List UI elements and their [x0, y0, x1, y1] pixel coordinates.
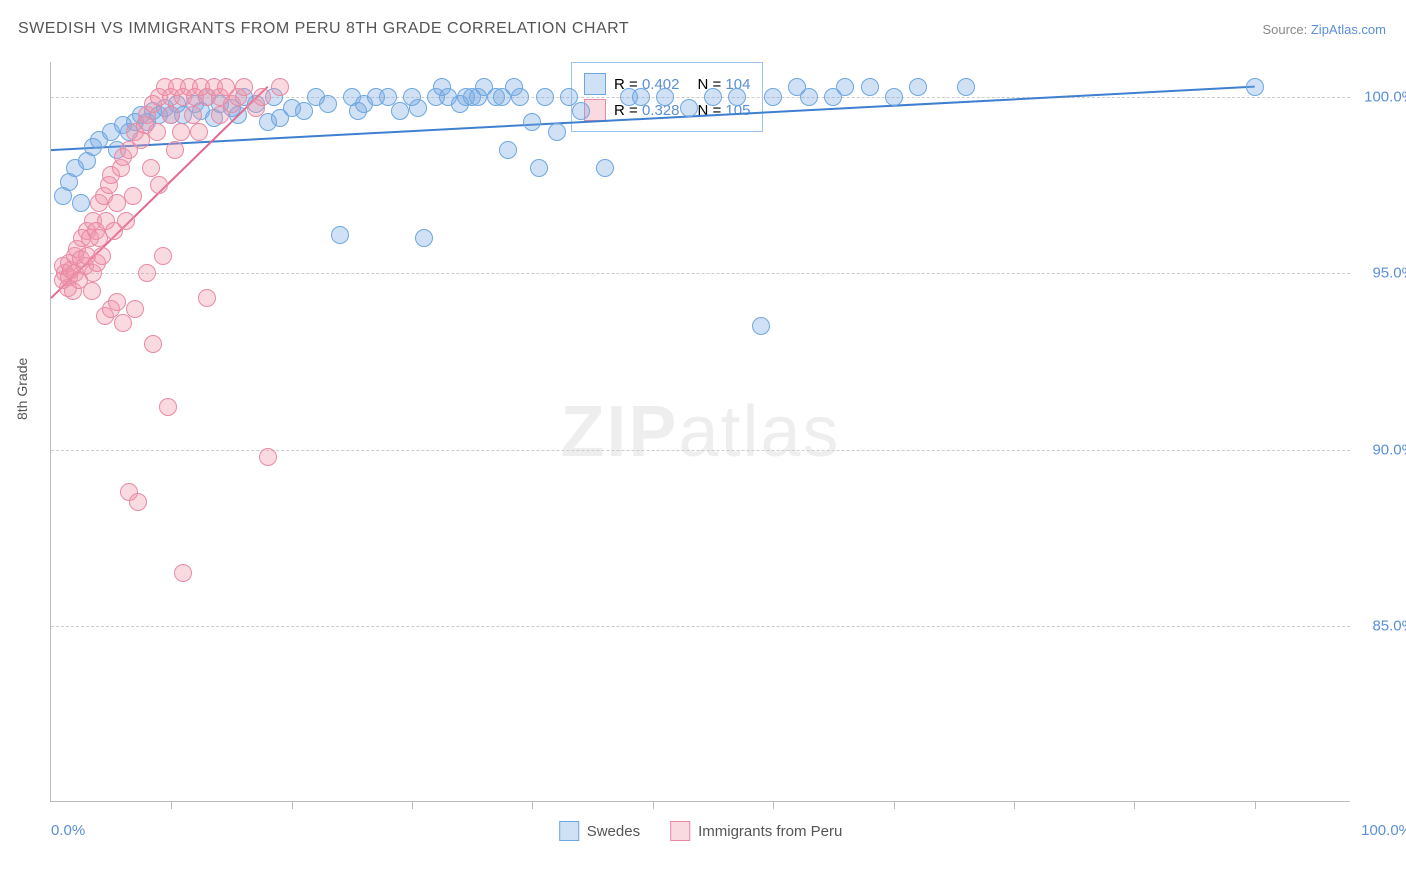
scatter-point	[259, 448, 277, 466]
chart-plot-area: ZIPatlas 0.0% 100.0% R = 0.402N = 104R =…	[50, 62, 1350, 802]
scatter-point	[142, 159, 160, 177]
scatter-point	[138, 264, 156, 282]
series-legend: Swedes Immigrants from Peru	[559, 821, 843, 841]
legend-swatch	[559, 821, 579, 841]
x-tick	[412, 801, 413, 809]
scatter-point	[235, 78, 253, 96]
y-tick-label: 85.0%	[1372, 617, 1406, 634]
scatter-point	[129, 493, 147, 511]
x-tick	[773, 801, 774, 809]
scatter-point	[93, 247, 111, 265]
scatter-point	[198, 289, 216, 307]
trendline	[51, 62, 1351, 802]
legend-item: Swedes	[559, 821, 640, 841]
y-tick-label: 100.0%	[1364, 89, 1406, 106]
x-tick	[1134, 801, 1135, 809]
scatter-point	[184, 106, 202, 124]
x-tick	[171, 801, 172, 809]
scatter-point	[162, 106, 180, 124]
scatter-point	[150, 176, 168, 194]
chart-title: SWEDISH VS IMMIGRANTS FROM PERU 8TH GRAD…	[18, 20, 629, 38]
scatter-point	[172, 123, 190, 141]
scatter-point	[166, 141, 184, 159]
scatter-point	[271, 78, 289, 96]
x-tick	[1255, 801, 1256, 809]
x-tick	[653, 801, 654, 809]
source-attribution: Source: ZipAtlas.com	[1262, 22, 1386, 37]
scatter-point	[154, 247, 172, 265]
scatter-point	[148, 123, 166, 141]
x-tick	[532, 801, 533, 809]
scatter-point	[253, 88, 271, 106]
legend-item: Immigrants from Peru	[670, 821, 842, 841]
scatter-point	[159, 398, 177, 416]
x-tick	[894, 801, 895, 809]
scatter-point	[190, 123, 208, 141]
y-tick-label: 90.0%	[1372, 441, 1406, 458]
scatter-point	[108, 293, 126, 311]
x-tick	[1014, 801, 1015, 809]
x-tick	[292, 801, 293, 809]
y-axis-title: 8th Grade	[14, 358, 30, 420]
scatter-point	[114, 314, 132, 332]
scatter-point	[126, 300, 144, 318]
scatter-point	[144, 335, 162, 353]
legend-swatch	[670, 821, 690, 841]
scatter-point	[83, 282, 101, 300]
source-link[interactable]: ZipAtlas.com	[1311, 22, 1386, 37]
scatter-point	[174, 564, 192, 582]
scatter-point	[117, 212, 135, 230]
y-tick-label: 95.0%	[1372, 265, 1406, 282]
x-axis-max-label: 100.0%	[1361, 822, 1406, 839]
scatter-point	[124, 187, 142, 205]
x-axis-min-label: 0.0%	[51, 822, 85, 839]
